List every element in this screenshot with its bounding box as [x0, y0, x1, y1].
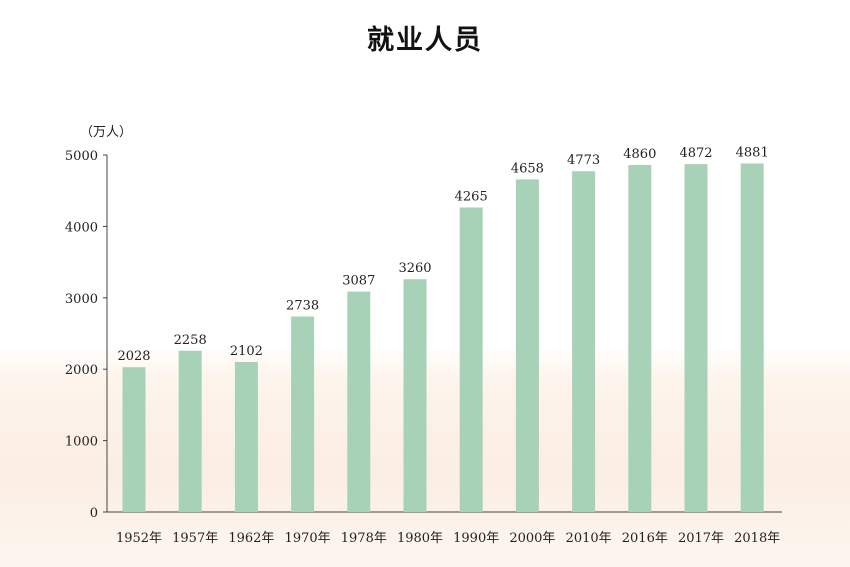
bar — [178, 350, 202, 512]
y-tick-label: 3000 — [65, 292, 98, 307]
x-category-label: 1990年 — [453, 531, 499, 546]
bar — [403, 279, 427, 512]
y-tick-label: 0 — [90, 506, 98, 521]
bar — [291, 316, 315, 512]
y-tick-label: 2000 — [65, 363, 98, 378]
y-axis-unit-label: （万人） — [80, 125, 132, 140]
bar — [740, 163, 764, 513]
bar — [684, 164, 708, 512]
label-layer: 2028 1952年 2258 1957年 2102 1962年 2738 1970年 3087… — [116, 145, 780, 546]
bar — [628, 164, 652, 512]
x-category-label: 2016年 — [622, 531, 668, 546]
x-category-label: 1980年 — [397, 531, 443, 546]
bar-value-label: 3087 — [342, 274, 375, 289]
axis-layer: （万人） 0 1000 2000 3000 4000 5000 — [65, 125, 782, 521]
y-tick-label: 1000 — [65, 435, 98, 450]
bar-value-label: 2028 — [117, 349, 150, 364]
y-tick-label: 4000 — [65, 220, 98, 235]
x-category-label: 1962年 — [228, 531, 274, 546]
bar-value-label: 4881 — [736, 145, 769, 160]
bar-value-label: 2738 — [286, 299, 319, 314]
bar-layer — [122, 163, 764, 513]
x-category-label: 2018年 — [734, 531, 780, 546]
bar-value-label: 2102 — [230, 344, 263, 359]
bar-value-label: 4872 — [679, 146, 712, 161]
x-category-label: 1952年 — [116, 531, 162, 546]
bar — [572, 171, 596, 512]
bar-value-label: 4773 — [567, 153, 600, 168]
bar — [515, 179, 539, 512]
x-category-label: 2017年 — [678, 531, 724, 546]
x-category-label: 2000年 — [509, 531, 555, 546]
x-category-label: 1957年 — [172, 531, 218, 546]
bar-value-label: 2258 — [174, 333, 207, 348]
x-category-label: 1970年 — [285, 531, 331, 546]
x-category-label: 1978年 — [341, 531, 387, 546]
bar-value-label: 4265 — [455, 189, 488, 204]
bar — [234, 361, 258, 512]
x-category-label: 2010年 — [566, 531, 612, 546]
bar-value-label: 4860 — [623, 147, 656, 162]
chart-title: 就业人员 — [367, 25, 483, 56]
bar-value-label: 3260 — [398, 261, 431, 276]
y-tick-label: 5000 — [65, 149, 98, 164]
bar — [459, 207, 483, 512]
bar-value-label: 4658 — [511, 161, 544, 176]
bar — [347, 291, 371, 512]
bar — [122, 367, 146, 512]
